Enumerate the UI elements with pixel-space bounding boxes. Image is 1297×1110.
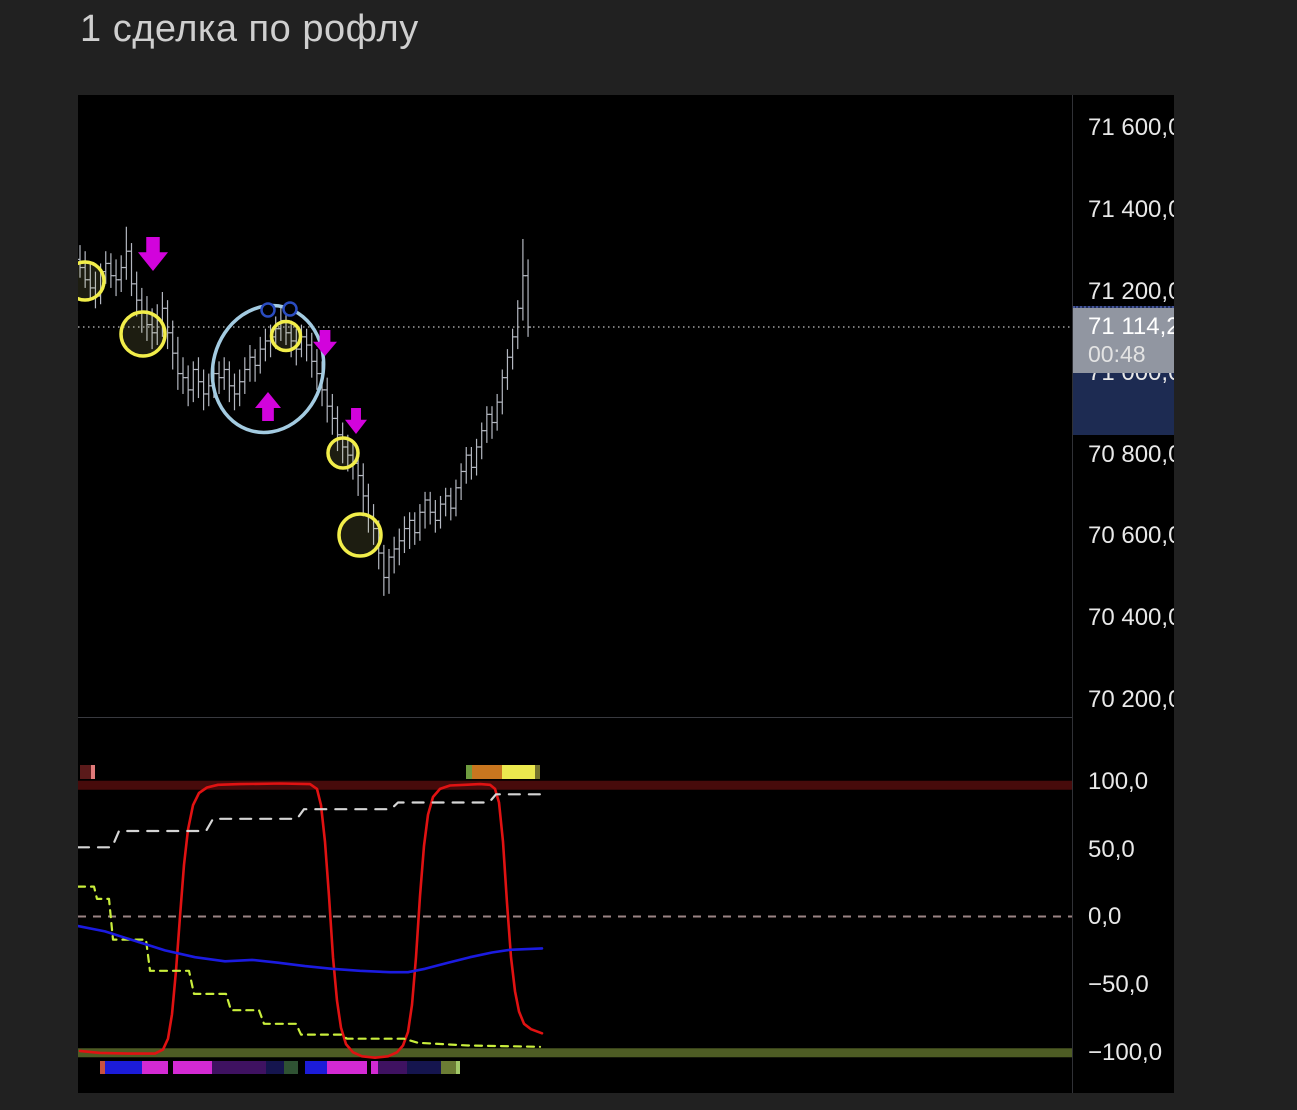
signal-segment <box>371 1061 378 1074</box>
signal-segment <box>173 1061 212 1074</box>
indicator-line-blue <box>78 924 544 974</box>
signal-segment <box>441 1061 456 1074</box>
indicator-line-lime-dashed <box>78 885 542 1048</box>
price-pane-canvas[interactable] <box>78 95 1072 717</box>
signal-segment <box>100 1061 105 1074</box>
signal-segment <box>305 1061 327 1074</box>
price-axis-label: 71 400,0 <box>1088 196 1174 223</box>
price-axis-label: 70 600,0 <box>1088 522 1174 549</box>
signal-segment <box>466 765 472 779</box>
page-title: 1 сделка по рофлу <box>80 8 419 50</box>
drawing-handle[interactable] <box>260 302 276 318</box>
top-signal-strip <box>80 765 540 779</box>
price-axis-label: 71 200,0 <box>1088 278 1174 305</box>
current-price-tag: 71 114,2 00:48 <box>1073 308 1174 373</box>
price-chart <box>78 226 1072 596</box>
current-price-value: 71 114,2 <box>1088 313 1174 340</box>
signal-segment <box>284 1061 298 1074</box>
lower-level-band <box>78 1048 1072 1058</box>
price-axis-label: 70 400,0 <box>1088 604 1174 631</box>
highlight-circle-annotation[interactable] <box>337 512 383 558</box>
signal-segment <box>535 765 540 779</box>
price-axis-label: 70 800,0 <box>1088 441 1174 468</box>
arrow-down-annotation[interactable] <box>138 237 168 271</box>
arrow-down-annotation[interactable] <box>345 408 367 434</box>
signal-segment <box>456 1061 460 1074</box>
signal-segment <box>472 765 502 779</box>
indicator-axis-label: −100,0 <box>1088 1039 1163 1066</box>
price-scale-axis[interactable]: 71 600,0 71 400,0 71 200,0 70 800,0 70 600,0… <box>1072 95 1174 1093</box>
signal-segment <box>142 1061 168 1074</box>
highlight-circle-annotation[interactable] <box>78 260 106 302</box>
signal-segment <box>327 1061 367 1074</box>
signal-segment <box>407 1061 441 1074</box>
bar-countdown: 00:48 <box>1088 341 1146 367</box>
indicator-axis-label: 50,0 <box>1088 836 1135 863</box>
highlight-circle-annotation[interactable] <box>269 319 303 353</box>
arrow-up-annotation[interactable] <box>255 392 281 421</box>
indicator-axis-label: 100,0 <box>1088 768 1149 795</box>
signal-segment <box>91 765 95 779</box>
price-axis-label: 70 200,0 <box>1088 686 1174 713</box>
signal-segment <box>212 1061 266 1074</box>
indicator-pane-canvas[interactable] <box>78 721 1072 1093</box>
signal-segment <box>266 1061 284 1074</box>
signal-segment <box>502 765 535 779</box>
indicator-chart <box>78 765 1072 1074</box>
signal-segment <box>80 765 91 779</box>
arrow-down-annotation[interactable] <box>313 330 337 356</box>
chart-widget: 71 600,0 71 400,0 71 200,0 70 800,0 70 600,0… <box>78 95 1174 1093</box>
price-axis-label: 71 600,0 <box>1088 114 1174 141</box>
highlight-circle-annotation[interactable] <box>326 436 360 470</box>
pane-separator[interactable] <box>78 717 1173 722</box>
highlight-circle-annotation[interactable] <box>119 310 167 358</box>
indicator-axis-label: −50,0 <box>1088 971 1149 998</box>
drawing-handle[interactable] <box>282 301 298 317</box>
signal-segment <box>105 1061 142 1074</box>
upper-level-band <box>78 780 1072 790</box>
signal-segment <box>378 1061 407 1074</box>
indicator-axis-label: 0,0 <box>1088 903 1122 930</box>
bottom-signal-strip <box>100 1061 460 1074</box>
indicator-line-white-dashed <box>78 793 542 849</box>
indicator-line-red <box>78 782 544 1060</box>
